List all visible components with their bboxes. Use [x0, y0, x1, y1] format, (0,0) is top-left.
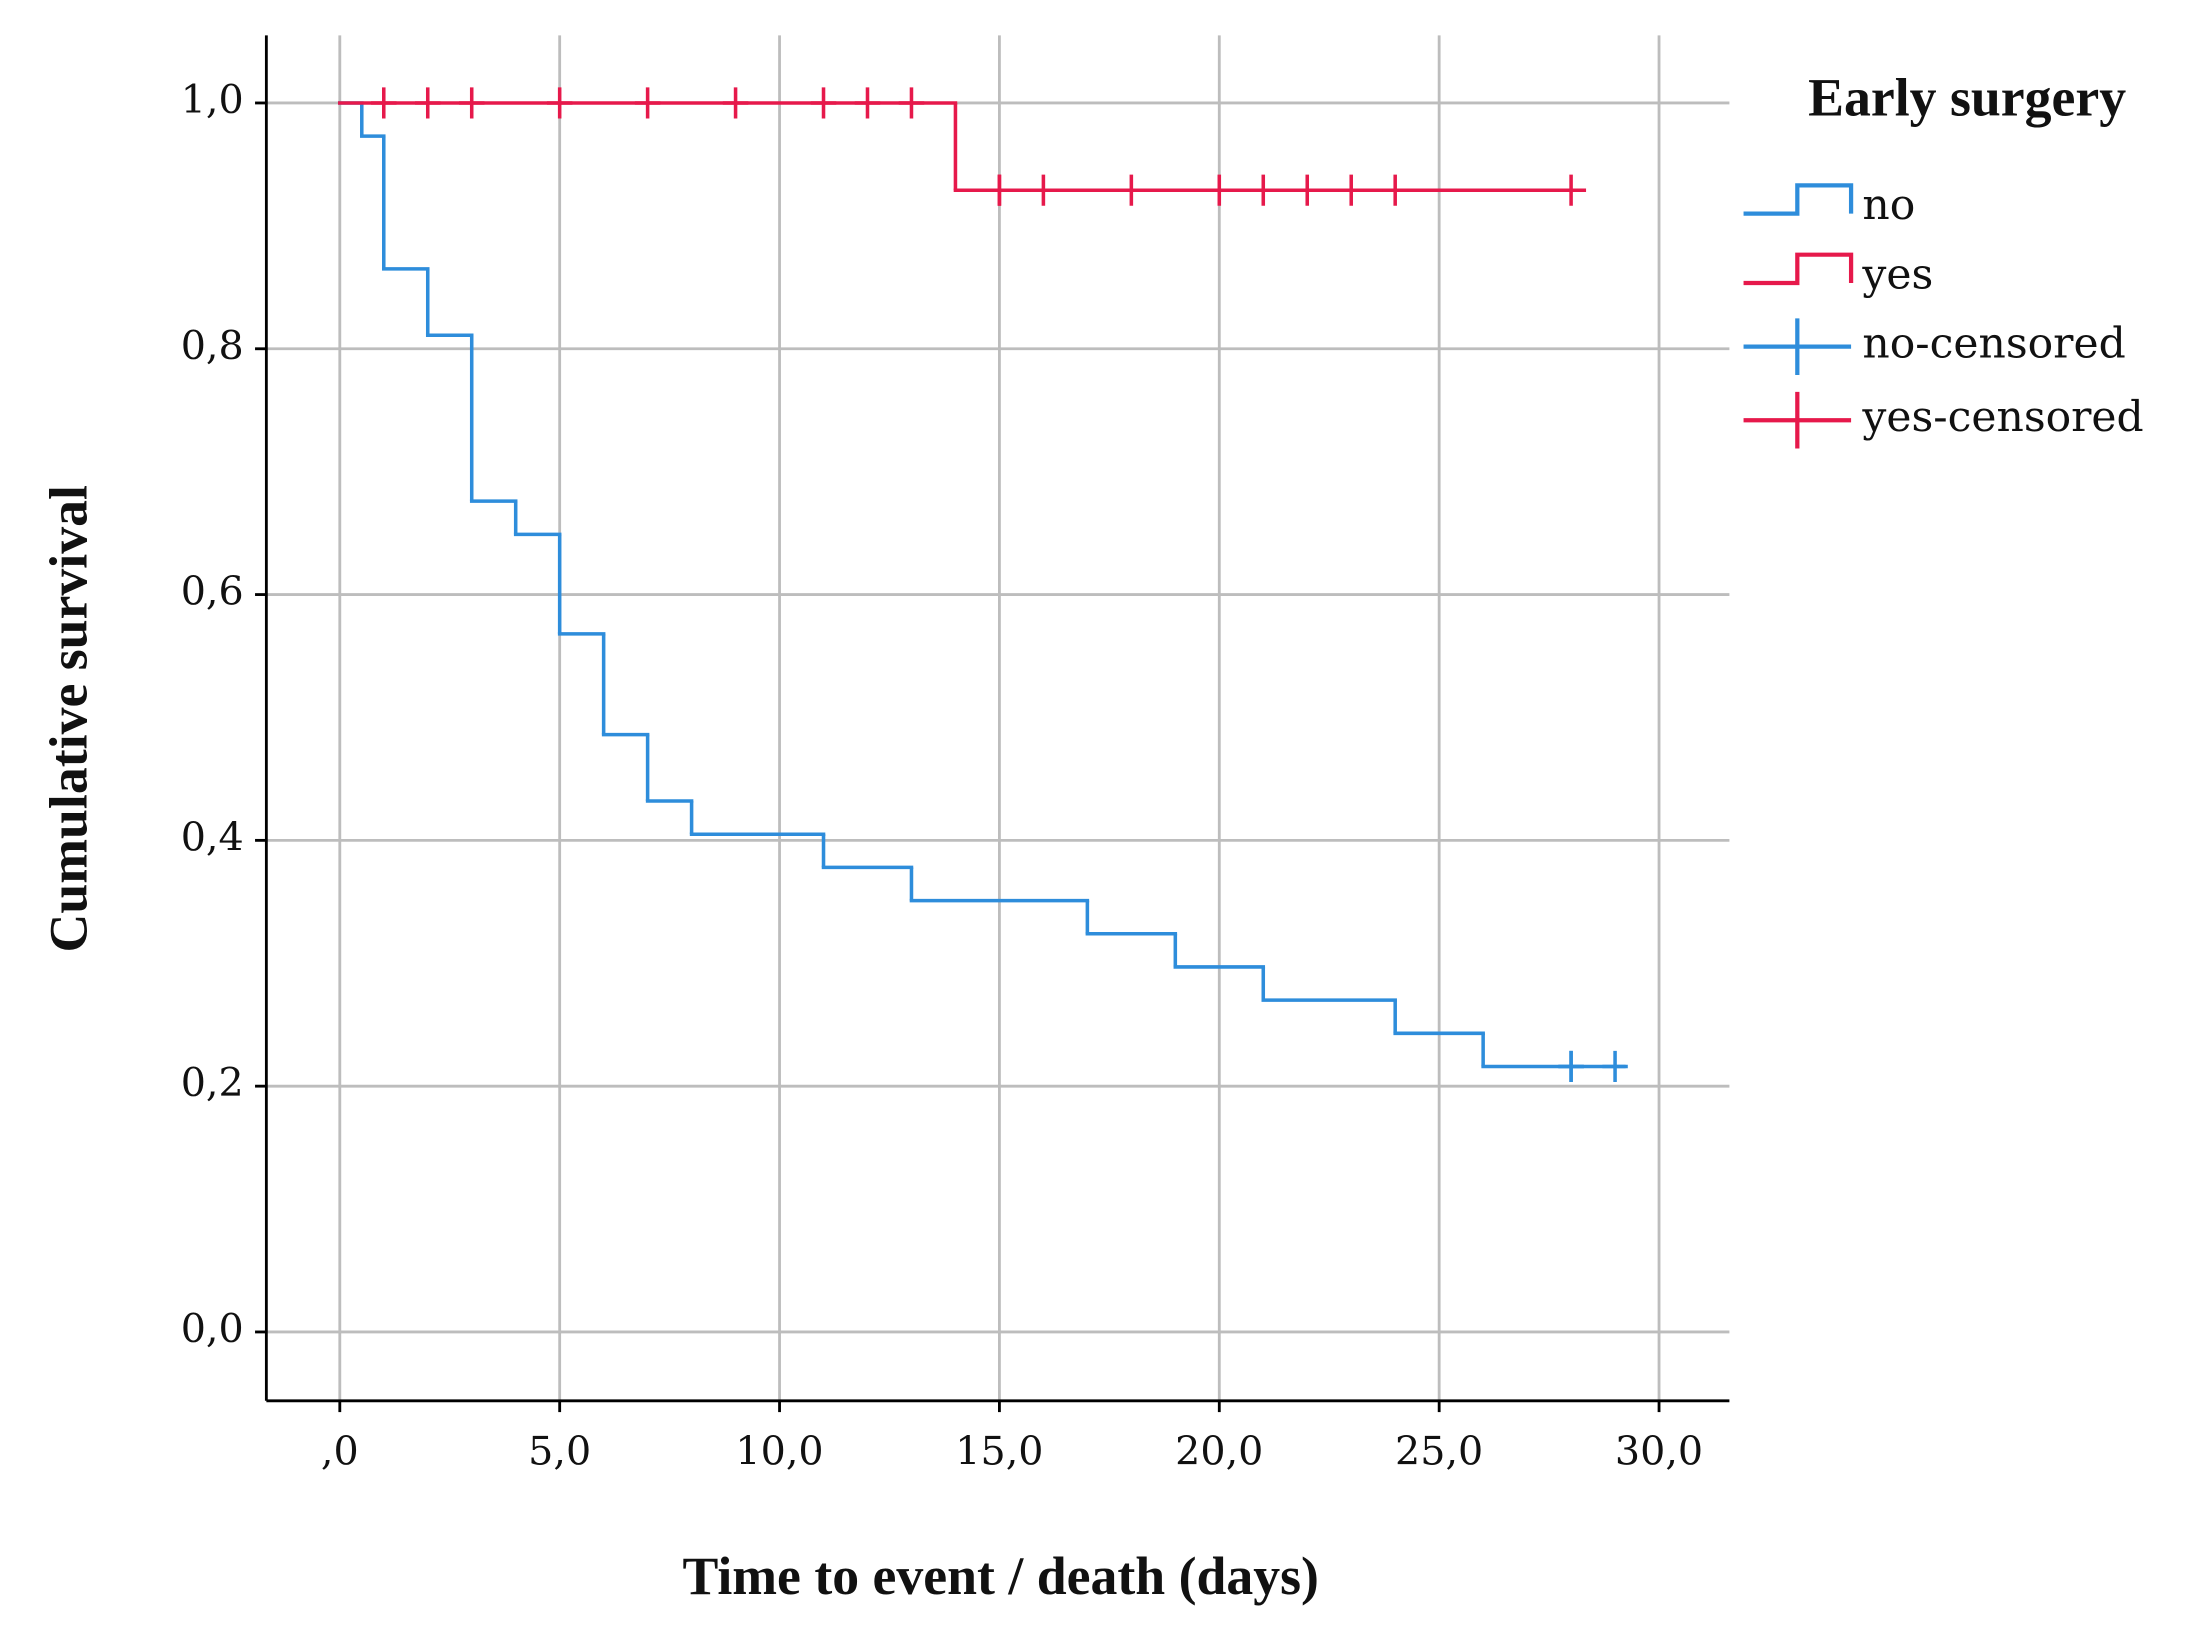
x-tick-label: 15,0	[955, 1429, 1043, 1475]
legend-label: yes	[1861, 250, 1933, 299]
plot	[338, 87, 1628, 1083]
x-tick-label: 5,0	[528, 1429, 591, 1475]
y-tick-label: 0,6	[181, 569, 244, 615]
censor-mark	[1338, 174, 1364, 206]
x-tick-label: 25,0	[1395, 1429, 1483, 1475]
legend-label: yes-censored	[1861, 393, 2143, 442]
y-tick-label: 0,4	[181, 814, 244, 860]
censor-mark	[371, 87, 397, 119]
censor-mark	[722, 87, 749, 119]
censor-mark	[898, 87, 925, 119]
censor-mark	[854, 87, 881, 119]
censor-mark	[1558, 1050, 1584, 1083]
censor-mark	[634, 87, 661, 119]
censor-mark	[415, 87, 441, 119]
y-tick-label: 0,8	[181, 323, 244, 369]
censor-mark	[986, 174, 1013, 206]
censor-mark	[1382, 174, 1408, 206]
y-tick-label: 1,0	[181, 77, 244, 123]
y-tick-label: 0,2	[181, 1060, 244, 1106]
legend-symbol	[1743, 183, 1854, 216]
x-tick-label: 20,0	[1175, 1429, 1263, 1475]
censor-mark	[1294, 174, 1320, 206]
censor-mark	[810, 87, 837, 119]
x-axis-title: Time to event / death (days)	[682, 1546, 1319, 1606]
censor-mark	[1558, 174, 1584, 206]
legend-label: no	[1862, 181, 1915, 230]
x-tick-label: 10,0	[735, 1429, 823, 1475]
legend-label: no-censored	[1862, 320, 2125, 369]
x-tick-label: ,0	[321, 1429, 359, 1475]
legend-symbol	[1743, 318, 1852, 375]
x-tick-label: 30,0	[1615, 1429, 1703, 1475]
legend-title: Early surgery	[1808, 68, 2126, 128]
y-axis-title: Cumulative survival	[38, 485, 98, 952]
grid	[266, 35, 1730, 1401]
censor-mark	[458, 87, 485, 119]
legend-symbol	[1743, 391, 1852, 449]
legend-symbol	[1743, 252, 1854, 286]
censor-mark	[1030, 174, 1057, 206]
censor-mark	[546, 87, 573, 119]
censor-mark	[1118, 174, 1145, 206]
censor-mark	[1250, 174, 1277, 206]
censor-mark	[1602, 1050, 1628, 1083]
censor-mark	[1206, 174, 1233, 206]
legend: no yes no-censored yes-censored	[1743, 181, 2144, 449]
y-tick-label: 0,0	[181, 1306, 244, 1352]
